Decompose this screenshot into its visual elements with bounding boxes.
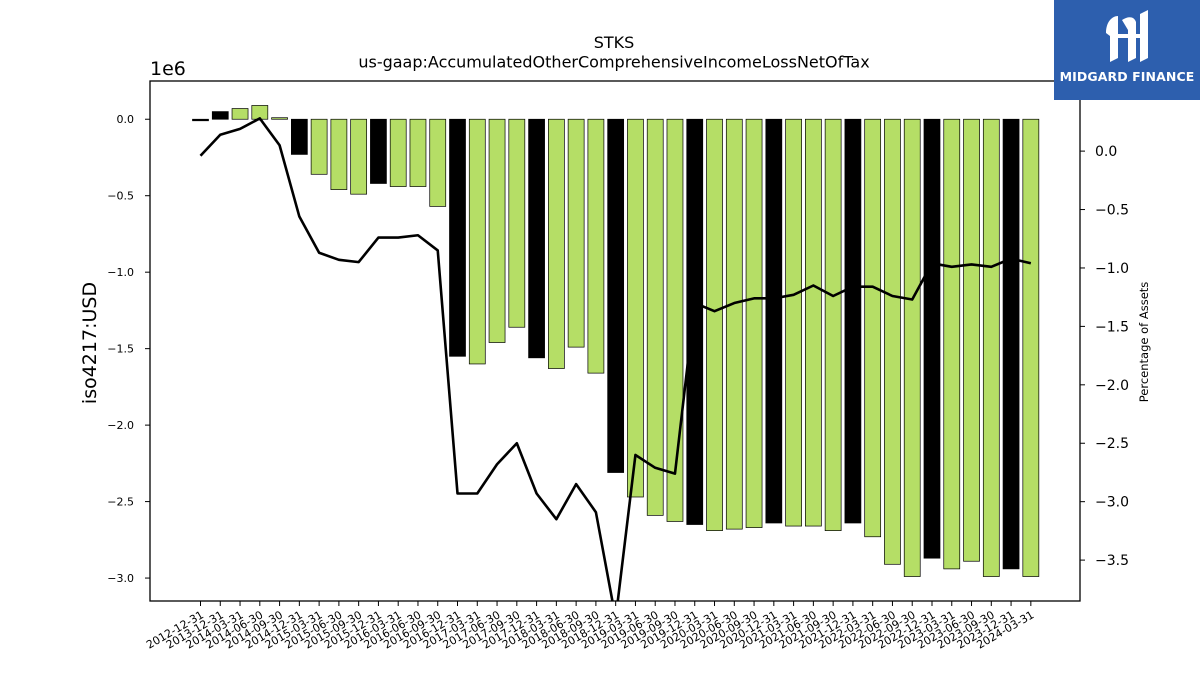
midgard-finance-logo: MIDGARD FINANCE	[1054, 0, 1200, 100]
logo-text: MIDGARD FINANCE	[1059, 69, 1195, 84]
bar	[1022, 118, 1040, 577]
y-axis-label: iso4217:USD	[79, 282, 101, 404]
percentage-line	[199, 117, 1032, 601]
bar	[765, 118, 783, 524]
bar	[330, 118, 348, 190]
bar-series	[192, 105, 1040, 577]
y2-axis-label: Percentage of Assets	[1137, 282, 1151, 403]
bar	[271, 117, 288, 120]
bar	[884, 118, 901, 565]
y2-tick-label: −1.5	[1095, 319, 1129, 335]
bar	[488, 118, 506, 343]
bar	[864, 118, 882, 538]
bar	[923, 118, 941, 559]
y-tick-label: −2.5	[107, 496, 134, 509]
bar	[468, 118, 486, 365]
y-axis-ticks: 0.0 −0.5 −1.0 −1.5 −2.0 −2.5 −3.0	[107, 113, 150, 585]
chart-subtitle: us-gaap:AccumulatedOtherComprehensiveInc…	[358, 53, 869, 72]
bar	[211, 111, 229, 120]
y2-tick-label: −3.5	[1095, 553, 1129, 569]
bar	[646, 118, 664, 516]
bar	[370, 118, 387, 184]
bar	[192, 118, 209, 122]
logo-mark-icon	[1106, 10, 1148, 62]
bar	[844, 118, 862, 524]
bar	[1002, 118, 1020, 570]
bar	[785, 118, 802, 527]
bar	[903, 118, 921, 577]
y2-axis-ticks: 0.0 −0.5 −1.0 −1.5 −2.0 −2.5 −3.0 −3.5	[1080, 144, 1129, 569]
chart-title: STKS	[594, 33, 635, 52]
bar	[963, 118, 980, 562]
plot-frame	[149, 80, 1081, 602]
y2-tick-label: −0.5	[1095, 203, 1129, 219]
bar	[310, 118, 328, 175]
y-tick-label: 0.0	[117, 113, 135, 126]
bar	[627, 118, 644, 498]
bar	[528, 118, 545, 359]
bar	[429, 118, 447, 207]
bar	[745, 118, 763, 528]
bar	[548, 118, 565, 369]
bar	[567, 118, 585, 348]
y-tick-label: −1.0	[107, 266, 134, 279]
y-tick-label: −1.5	[107, 343, 134, 356]
bar	[943, 118, 961, 570]
bar	[805, 118, 822, 527]
bar	[449, 118, 466, 357]
bar	[389, 118, 407, 187]
y2-tick-label: −3.0	[1095, 495, 1129, 511]
bar	[982, 118, 1000, 577]
y-tick-label: −0.5	[107, 190, 134, 203]
bar	[409, 118, 427, 187]
bar	[824, 118, 842, 532]
bar	[706, 118, 723, 532]
bar	[350, 118, 368, 195]
bar	[607, 118, 625, 473]
y-axis-offset-label: 1e6	[150, 58, 186, 80]
y2-tick-label: −1.0	[1095, 261, 1129, 277]
bar	[725, 118, 743, 530]
bar	[686, 118, 704, 525]
bar	[291, 118, 308, 155]
bar	[508, 118, 526, 328]
y-tick-label: −3.0	[107, 572, 134, 585]
y2-tick-label: −2.0	[1095, 378, 1129, 394]
line-series	[199, 117, 1032, 601]
bar	[231, 108, 249, 120]
y2-tick-label: −2.5	[1095, 436, 1129, 452]
bar	[666, 118, 684, 522]
y2-tick-label: 0.0	[1095, 144, 1117, 160]
y-tick-label: −2.0	[107, 419, 134, 432]
bar	[587, 118, 605, 374]
x-axis-ticks: 2012-12-312013-12-312014-03-312014-06-30…	[144, 601, 1036, 652]
